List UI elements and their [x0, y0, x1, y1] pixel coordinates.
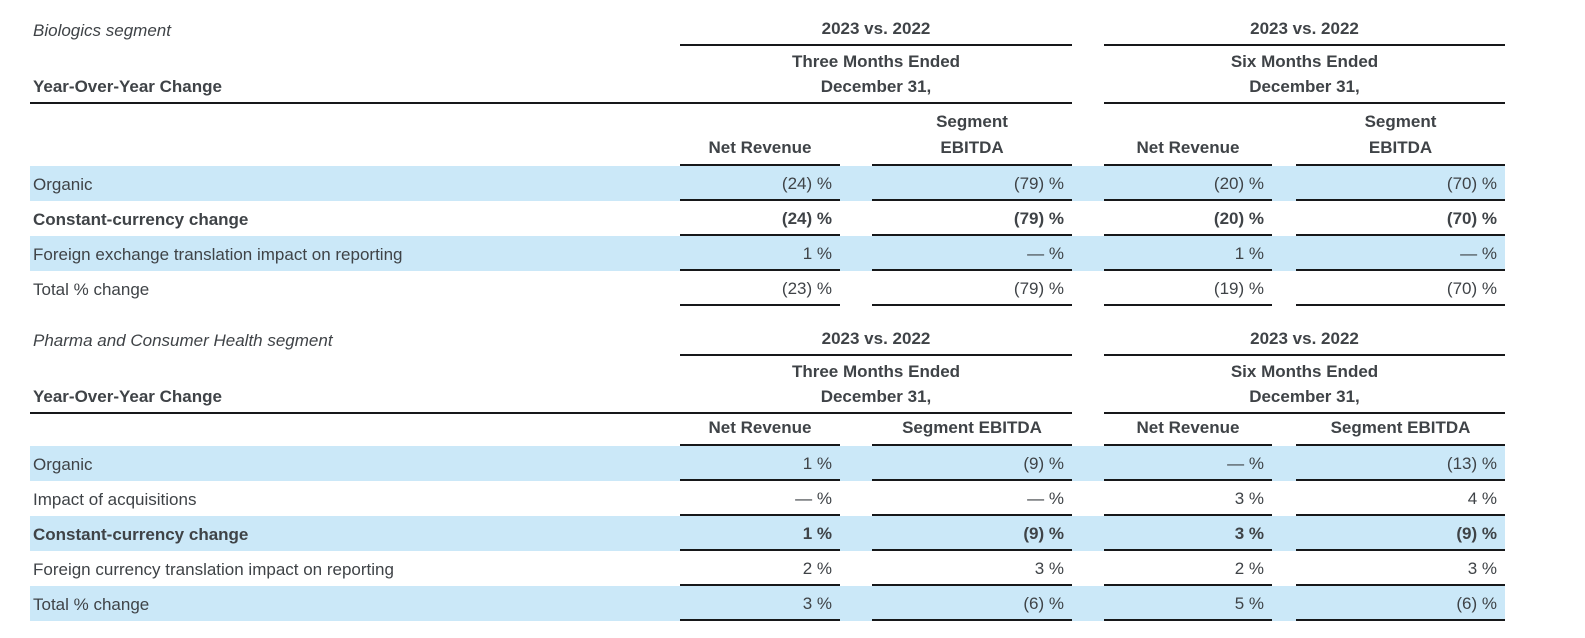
rule-spacer: [660, 76, 680, 104]
compare-header-six-months: 2023 vs. 2022: [1104, 12, 1505, 46]
period-three-months: Three Months Ended: [791, 362, 961, 381]
value-cell: 3 %: [1104, 516, 1272, 551]
value-cell: — %: [1104, 446, 1272, 481]
value-cell: — %: [1296, 236, 1505, 271]
pharma-consumer-health-segment-table: Pharma and Consumer Health segment 2023 …: [30, 322, 1585, 621]
table-row-impact-of-acquisitions: Impact of acquisitions — % — % 3 % 4 %: [30, 481, 1505, 516]
value-cell: (79) %: [872, 166, 1072, 201]
value-cell: (9) %: [1296, 516, 1505, 551]
segment-ebitda-header-line2-6m: EBITDA: [1296, 134, 1505, 166]
row-label: Constant-currency change: [33, 209, 249, 229]
period-date-three-months: December 31,: [680, 76, 1072, 104]
value-cell: 1 %: [1104, 236, 1272, 271]
value-cell: (79) %: [872, 201, 1072, 236]
value-cell: 5 %: [1104, 586, 1272, 621]
value-cell: — %: [872, 236, 1072, 271]
period-six-months: Six Months Ended: [1230, 362, 1379, 381]
row-label: Foreign currency translation impact on r…: [33, 559, 394, 579]
row-label: Constant-currency change: [33, 524, 249, 544]
compare-header-six-months: 2023 vs. 2022: [1104, 322, 1505, 356]
value-cell: (9) %: [872, 446, 1072, 481]
value-cell: (24) %: [680, 201, 840, 236]
value-cell: 3 %: [872, 551, 1072, 586]
section-title: Pharma and Consumer Health segment: [33, 331, 333, 350]
table-row-constant-currency-change: Constant-currency change (24) % (79) % (…: [30, 201, 1505, 236]
value-cell: — %: [872, 481, 1072, 516]
compare-header-three-months: 2023 vs. 2022: [680, 12, 1072, 46]
segment-ebitda-header-line1-3m: Segment: [936, 112, 1008, 131]
segment-ebitda-header-6m: Segment EBITDA: [1296, 414, 1505, 446]
table-row-foreign-currency-translation: Foreign currency translation impact on r…: [30, 551, 1505, 586]
row-label: Total % change: [33, 279, 150, 299]
net-revenue-header-6m: Net Revenue: [1104, 134, 1272, 166]
value-cell: (20) %: [1104, 166, 1272, 201]
value-cell: 1 %: [680, 236, 840, 271]
segment-ebitda-header-3m: Segment EBITDA: [872, 414, 1072, 446]
period-row: Three Months Ended Six Months Ended: [30, 46, 1505, 76]
row-label: Organic: [33, 174, 93, 194]
value-cell: 2 %: [1104, 551, 1272, 586]
value-cell: — %: [680, 481, 840, 516]
value-cell: 3 %: [1104, 481, 1272, 516]
financial-table-page: Biologics segment 2023 vs. 2022 2023 vs.…: [30, 12, 1585, 621]
year-over-year-row: Year-Over-Year Change December 31, Decem…: [30, 386, 1505, 414]
segment-ebitda-header-line2-3m: EBITDA: [872, 134, 1072, 166]
year-over-year-row: Year-Over-Year Change December 31, Decem…: [30, 76, 1505, 104]
value-cell: (79) %: [872, 271, 1072, 306]
row-label: Impact of acquisitions: [33, 489, 197, 509]
net-revenue-header-3m: Net Revenue: [680, 134, 840, 166]
table-row-foreign-exchange-translation: Foreign exchange translation impact on r…: [30, 236, 1505, 271]
value-cell: 4 %: [1296, 481, 1505, 516]
period-date-three-months: December 31,: [680, 386, 1072, 414]
row-label: Foreign exchange translation impact on r…: [33, 244, 403, 264]
value-cell: (9) %: [872, 516, 1072, 551]
compare-header-three-months: 2023 vs. 2022: [680, 322, 1072, 356]
segment-label-row: Segment Segment: [30, 104, 1505, 134]
section-title-row: Biologics segment 2023 vs. 2022 2023 vs.…: [30, 12, 1505, 46]
value-cell: 3 %: [680, 586, 840, 621]
net-revenue-header-3m: Net Revenue: [680, 414, 840, 446]
column-header-row: Net Revenue Segment EBITDA Net Revenue S…: [30, 414, 1505, 446]
rule-spacer: [660, 386, 680, 414]
table-row-total-percent-change: Total % change (23) % (79) % (19) % (70)…: [30, 271, 1505, 306]
column-header-row: Net Revenue EBITDA Net Revenue EBITDA: [30, 134, 1505, 166]
value-cell: (70) %: [1296, 166, 1505, 201]
value-cell: 2 %: [680, 551, 840, 586]
value-cell: (6) %: [1296, 586, 1505, 621]
period-three-months: Three Months Ended: [791, 52, 961, 71]
net-revenue-header-6m: Net Revenue: [1104, 414, 1272, 446]
value-cell: (6) %: [872, 586, 1072, 621]
value-cell: 3 %: [1296, 551, 1505, 586]
value-cell: (23) %: [680, 271, 840, 306]
table-row-constant-currency-change: Constant-currency change 1 % (9) % 3 % (…: [30, 516, 1505, 551]
segment-ebitda-header-line1-6m: Segment: [1364, 112, 1437, 131]
row-label: Total % change: [33, 594, 150, 614]
section-title: Biologics segment: [33, 21, 171, 40]
year-over-year-label: Year-Over-Year Change: [30, 386, 660, 414]
biologics-segment-table: Biologics segment 2023 vs. 2022 2023 vs.…: [30, 12, 1585, 306]
value-cell: (13) %: [1296, 446, 1505, 481]
table-row-total-percent-change: Total % change 3 % (6) % 5 % (6) %: [30, 586, 1505, 621]
value-cell: (70) %: [1296, 201, 1505, 236]
value-cell: 1 %: [680, 516, 840, 551]
period-row: Three Months Ended Six Months Ended: [30, 356, 1505, 386]
value-cell: 1 %: [680, 446, 840, 481]
period-six-months: Six Months Ended: [1230, 52, 1379, 71]
year-over-year-label: Year-Over-Year Change: [30, 76, 660, 104]
section-title-row: Pharma and Consumer Health segment 2023 …: [30, 322, 1505, 356]
table-row-organic: Organic (24) % (79) % (20) % (70) %: [30, 166, 1505, 201]
value-cell: (24) %: [680, 166, 840, 201]
period-date-six-months: December 31,: [1104, 76, 1505, 104]
value-cell: (70) %: [1296, 271, 1505, 306]
value-cell: (20) %: [1104, 201, 1272, 236]
table-row-organic: Organic 1 % (9) % — % (13) %: [30, 446, 1505, 481]
row-label: Organic: [33, 454, 93, 474]
period-date-six-months: December 31,: [1104, 386, 1505, 414]
value-cell: (19) %: [1104, 271, 1272, 306]
